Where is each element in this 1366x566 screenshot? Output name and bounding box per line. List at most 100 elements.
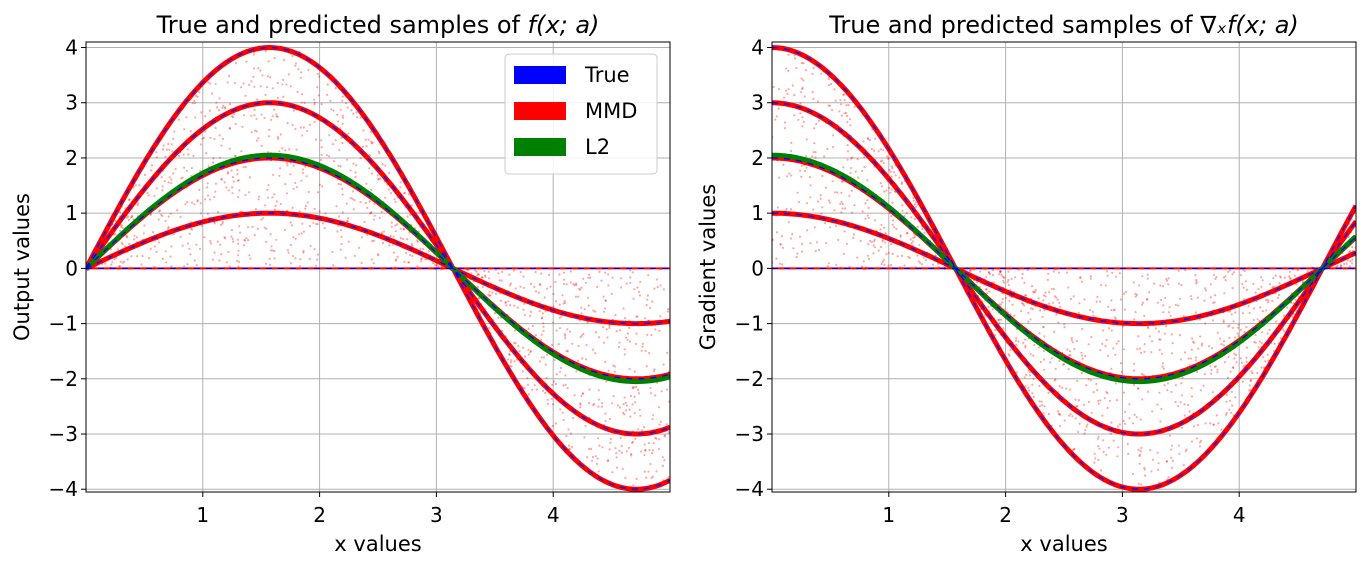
sample-point (1057, 271, 1061, 274)
sample-point (862, 140, 865, 143)
sample-point (779, 242, 782, 246)
sample-point (313, 248, 316, 251)
sample-point (580, 334, 584, 337)
sample-point (582, 332, 585, 335)
sample-point (775, 231, 779, 234)
sample-point (997, 318, 1000, 321)
sample-point (248, 83, 251, 86)
sample-point (896, 255, 899, 258)
sample-point (1037, 297, 1040, 300)
sample-point (1007, 270, 1010, 273)
sample-point (643, 470, 647, 473)
sample-point (789, 237, 793, 240)
sample-point (882, 258, 885, 261)
sample-point (628, 408, 631, 411)
sample-point (1194, 359, 1197, 362)
sample-point (1098, 447, 1101, 450)
sample-point (1139, 351, 1143, 354)
sample-point (588, 388, 591, 391)
sample-point (270, 245, 273, 248)
sample-point (294, 62, 298, 65)
sample-point (253, 114, 256, 117)
sample-point (334, 139, 337, 142)
sample-point (666, 351, 669, 354)
sample-point (208, 198, 212, 201)
sample-point (158, 209, 162, 212)
sample-point (918, 243, 921, 247)
sample-point (1077, 430, 1080, 434)
sample-point (260, 113, 263, 116)
sample-point (618, 329, 622, 332)
sample-point (1144, 474, 1147, 477)
sample-point (195, 243, 198, 246)
sample-point (235, 259, 239, 262)
sample-point (1252, 282, 1255, 285)
sample-point (1192, 340, 1195, 343)
sample-point (884, 232, 887, 235)
sample-point (1197, 347, 1200, 350)
sample-point (534, 334, 538, 337)
sample-point (1137, 387, 1140, 390)
sample-point (786, 175, 789, 178)
sample-point (1095, 300, 1098, 303)
sample-point (394, 200, 397, 203)
sample-point (207, 165, 210, 168)
sample-point (409, 213, 412, 216)
sample-point (214, 126, 217, 130)
sample-point (597, 470, 600, 473)
sample-point (359, 157, 362, 160)
sample-point (1212, 319, 1215, 322)
sample-point (403, 260, 406, 263)
sample-point (157, 218, 160, 221)
sample-point (432, 262, 435, 265)
sample-point (619, 436, 622, 440)
sample-point (772, 85, 775, 88)
sample-point (1161, 365, 1164, 368)
sample-point (562, 278, 566, 281)
sample-point (607, 369, 610, 372)
sample-point (1292, 302, 1295, 305)
sample-point (499, 299, 503, 302)
sample-point (1046, 278, 1049, 281)
sample-point (1032, 377, 1035, 380)
sample-point (820, 212, 823, 215)
sample-point (177, 118, 181, 121)
sample-point (326, 93, 329, 96)
sample-point (540, 272, 543, 275)
sample-point (657, 406, 661, 409)
sample-point (633, 288, 636, 291)
sample-point (230, 228, 234, 232)
sample-point (1124, 410, 1127, 413)
sample-point (211, 258, 214, 261)
axes-frame (771, 41, 1357, 493)
sample-point (1222, 340, 1226, 343)
sample-point (1052, 301, 1055, 304)
sample-point (1194, 356, 1198, 359)
sample-point (316, 223, 319, 226)
sample-point (798, 235, 802, 238)
sample-point (1258, 340, 1261, 343)
sample-point (812, 208, 815, 211)
sample-point (264, 262, 268, 265)
sample-point (1102, 329, 1105, 332)
sample-point (255, 139, 259, 142)
chart-title-left: True and predicted samples of f(x; a) (156, 11, 600, 39)
sample-point (1237, 326, 1240, 329)
sample-point (824, 186, 828, 189)
sample-point (1117, 340, 1120, 343)
sample-point (1017, 340, 1020, 343)
sample-point (306, 201, 309, 204)
sample-point (1170, 333, 1173, 336)
sample-point (1132, 362, 1136, 365)
sample-point (558, 303, 561, 306)
sample-point (315, 138, 318, 141)
sample-point (352, 162, 355, 165)
sample-point (1008, 299, 1011, 303)
sample-point (1014, 339, 1018, 342)
sample-point (255, 117, 258, 120)
sample-point (615, 330, 618, 333)
sample-point (1339, 265, 1343, 268)
sample-point (1222, 319, 1225, 322)
sample-point (200, 224, 203, 227)
sample-point (279, 133, 282, 136)
